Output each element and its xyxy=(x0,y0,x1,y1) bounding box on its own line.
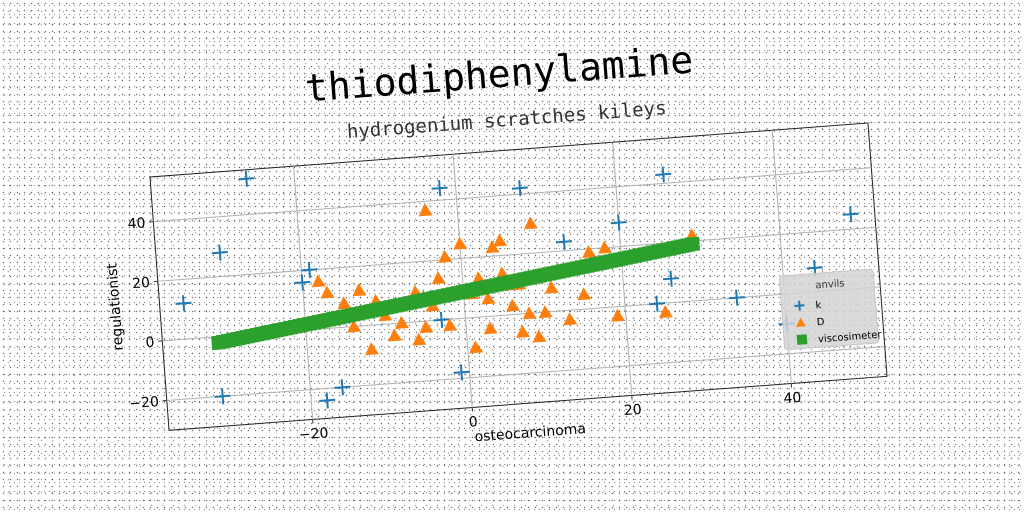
point-k xyxy=(453,364,470,381)
point-D xyxy=(506,298,521,312)
point-D xyxy=(516,324,531,338)
legend-title: anvils xyxy=(815,278,845,291)
y-tick-label: 40 xyxy=(127,215,146,232)
legend-label-k: k xyxy=(815,300,822,311)
point-k xyxy=(655,166,672,183)
legend-marker-D xyxy=(796,317,807,327)
y-axis-ticks: −20 0 20 40 xyxy=(127,215,167,412)
point-k xyxy=(663,270,680,287)
point-k xyxy=(238,170,255,187)
x-tick-label: 0 xyxy=(468,414,478,431)
plot-area: hydrogenium scratches kileys −20 0 20 40 −2… xyxy=(104,97,888,445)
point-D xyxy=(481,291,496,305)
x-tick-label: 20 xyxy=(623,402,642,419)
point-D xyxy=(485,240,500,254)
point-D xyxy=(395,315,410,330)
legend-label-D: D xyxy=(816,317,825,329)
point-k xyxy=(431,180,448,197)
point-k xyxy=(214,388,231,405)
point-k xyxy=(610,214,627,231)
point-D xyxy=(347,319,362,333)
point-viscosimeter xyxy=(685,236,701,252)
x-gridline xyxy=(293,166,314,420)
point-D xyxy=(611,308,626,322)
y-gridline xyxy=(166,346,885,401)
legend-box xyxy=(778,268,879,351)
point-D xyxy=(563,312,578,326)
x-tick-label: −20 xyxy=(298,425,329,443)
point-D xyxy=(544,280,559,294)
point-D xyxy=(582,244,597,258)
point-D xyxy=(493,233,508,247)
x-axis-label: osteocarcinoma xyxy=(474,421,586,445)
point-D xyxy=(538,305,553,319)
point-D xyxy=(523,216,538,230)
point-D xyxy=(418,203,433,217)
point-D xyxy=(483,321,498,335)
legend-marker-k xyxy=(794,300,805,311)
point-D xyxy=(598,240,612,254)
point-k xyxy=(648,295,665,312)
y-gridline xyxy=(153,167,872,223)
point-D xyxy=(522,306,537,320)
x-gridline xyxy=(612,142,633,396)
point-D xyxy=(469,340,484,354)
point-D xyxy=(388,328,402,342)
point-D xyxy=(438,249,453,263)
point-k xyxy=(175,295,192,312)
point-k xyxy=(728,289,745,306)
point-k xyxy=(555,233,573,250)
grid xyxy=(153,130,885,420)
point-D xyxy=(443,318,458,332)
point-D xyxy=(311,274,326,288)
point-D xyxy=(419,320,434,334)
point-D xyxy=(453,236,468,250)
point-k xyxy=(301,261,318,278)
point-k xyxy=(433,311,450,328)
point-k xyxy=(334,379,351,396)
data-marks xyxy=(175,166,859,409)
point-D xyxy=(320,285,335,299)
point-k xyxy=(842,206,859,223)
y-gridline xyxy=(157,226,876,282)
point-D xyxy=(352,283,367,297)
point-k xyxy=(294,274,311,291)
point-k xyxy=(211,244,228,261)
x-gridline xyxy=(452,154,473,408)
point-D xyxy=(532,329,547,343)
point-D xyxy=(659,305,673,319)
point-D xyxy=(337,296,352,310)
legend-label-viscosimeter: viscosimeter xyxy=(818,330,883,346)
point-k xyxy=(319,392,336,409)
y-axis-label: regulationist xyxy=(104,262,127,351)
chart-subtitle: hydrogenium scratches kileys xyxy=(346,97,667,143)
y-tick-label: 20 xyxy=(132,275,151,292)
point-D xyxy=(577,287,592,301)
legend-marker-viscosimeter xyxy=(796,334,808,345)
point-D xyxy=(412,332,427,346)
x-tick-label: 40 xyxy=(783,390,802,407)
y-tick-label: −20 xyxy=(129,394,160,412)
point-D xyxy=(431,271,446,285)
point-D xyxy=(364,342,379,356)
y-tick-label: 0 xyxy=(145,335,155,352)
x-axis-ticks: −20 0 20 40 xyxy=(298,383,802,444)
plot-frame xyxy=(149,122,888,431)
point-k xyxy=(511,180,528,197)
